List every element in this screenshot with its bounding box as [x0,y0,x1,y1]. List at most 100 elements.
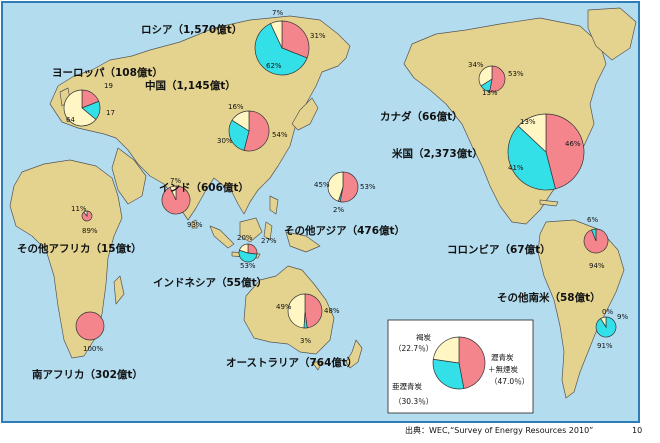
region-label-australia: オーストラリア（764億t） [226,356,357,369]
region-label-other_africa: その他アフリカ（15億t） [17,242,142,255]
land-sulawesi [263,221,273,241]
pct-label-russia-0: 31% [310,32,326,40]
region-pies [63,20,617,341]
map-frame [1,1,640,423]
land-new-zealand [345,339,363,369]
pie-australia [287,293,323,329]
land-sri-lanka [191,219,198,229]
pie-other_asia-slice-lignite [327,171,344,202]
pie-colombia [583,228,609,254]
pie-south_africa [75,311,105,341]
pct-label-indonesia-1: 53% [240,262,256,270]
pie-russia-slice-anthracite [281,20,310,59]
pct-label-australia-1: 3% [300,337,311,345]
land-japan [291,97,319,131]
legend-anthracite-label-2: ＋無煙炭 [488,364,518,374]
region-label-india: インド（606億t） [159,181,249,194]
pct-label-china-0: 54% [272,131,288,139]
pct-label-europe-1: 17 [106,109,115,117]
pct-label-china-2: 16% [228,103,244,111]
pct-label-other_asia-0: 53% [360,183,376,191]
pct-label-other_asia-1: 2% [333,206,344,214]
pct-label-india-1: 7% [170,177,181,185]
pie-other_asia [327,171,359,203]
source-text: 出典：WEC,“Survey of Energy Resources 2010” [405,425,593,435]
pct-label-europe-0: 19 [104,82,113,90]
region-label-europe: ヨーロッパ（108億t） [52,66,163,79]
legend-pie-slice-anthracite [458,336,486,389]
pct-label-other_asia-2: 45% [314,181,330,189]
pie-usa [507,113,585,191]
pie-indonesia-slice-subbituminous [238,249,258,263]
pie-other_south_america [595,316,617,338]
pie-india [161,185,191,215]
land-arabia [111,147,147,205]
pie-other_africa [81,210,93,222]
pct-label-colombia-1: 6% [587,216,598,224]
region-label-other_asia: その他アジア（476億t） [284,224,405,237]
pct-label-other_africa-1: 11% [71,205,87,213]
pie-russia-slice-subbituminous [254,23,308,76]
pie-south_africa-slice-anthracite [75,311,105,341]
pie-canada-slice-anthracite [489,65,506,93]
land-philippines [269,195,279,215]
legend-subbit-pct: （30.3％） [394,397,433,406]
region-label-usa: 米国（2,373億t） [391,147,483,160]
region-label-china: 中国（1,145億t） [145,79,236,92]
pct-label-other_south_america-2: 0% [602,308,613,316]
pct-label-russia-1: 62% [266,62,282,70]
land-greenland [587,7,637,61]
land-africa [9,159,123,359]
region-label-south_africa: 南アフリカ（302億t） [32,368,143,381]
pie-canada [478,65,506,93]
region-label-russia: ロシア（1,570億t） [141,23,242,36]
pct-label-canada-0: 53% [508,70,524,78]
land-sumatra [209,225,235,249]
land-cuba [539,199,559,207]
pie-colombia-slice-subbituminous [591,228,597,242]
pct-label-india-0: 93% [187,221,203,229]
pct-label-indonesia-0: 27% [261,237,277,245]
land-tasmania [311,361,323,371]
pie-indonesia [238,243,258,263]
pie-russia-slice-lignite [270,20,283,49]
legend-anthracite-label-1: 瀝青炭 [491,352,514,362]
pct-label-usa-2: 13% [520,118,536,126]
pie-other_south_america-slice-lignite [600,316,607,329]
pie-europe-slice-lignite [63,89,97,127]
pie-canada-slice-lignite [478,65,493,87]
region-label-colombia: コロンビア（67億t） [447,243,551,256]
pct-label-usa-0: 46% [565,140,581,148]
pie-india-slice-lignite [169,185,177,201]
pct-label-other_south_america-0: 91% [597,342,613,350]
pct-label-colombia-0: 94% [589,262,605,270]
pie-other_asia-slice-anthracite [339,171,359,203]
footer-strip [2,422,639,439]
pie-usa-slice-anthracite [545,113,585,190]
legend: 褐炭 （22.7％） 亜瀝青炭 （30.3％） 瀝青炭 ＋無煙炭 （47.0％） [387,319,534,414]
pie-europe [63,89,101,127]
land-madagascar [113,275,125,305]
pct-label-other_africa-0: 89% [82,227,98,235]
legend-pie-slice-subbituminous [432,358,465,390]
pie-china [228,110,270,152]
pie-usa-slice-subbituminous [507,125,556,191]
pie-other_africa-slice-lignite [83,210,88,217]
pie-australia-slice-lignite [287,293,306,329]
legend-lignite-label: 褐炭 [416,332,431,342]
land-south-america [537,219,625,399]
region-label-canada: カナダ（66億t） [380,110,463,123]
legend-lignite-pct: （22.7％） [394,344,433,353]
land-new-guinea [285,231,321,253]
pie-china-slice-lignite [231,110,250,132]
pct-label-other_south_america-1: 9% [617,313,628,321]
pct-label-europe-2: 64 [66,116,75,124]
pie-russia [254,20,310,76]
region-labels: 31% 62% 7% ロシア（1,570億t） 19 17 64 ヨーロッパ（108億t） 54… [17,9,628,381]
pct-label-canada-1: 13% [482,89,498,97]
pct-label-south_africa-0: 100% [83,345,103,353]
pie-china-slice-anthracite [243,110,270,152]
pie-india-slice-anthracite [161,185,191,215]
pct-label-russia-2: 7% [272,9,283,17]
